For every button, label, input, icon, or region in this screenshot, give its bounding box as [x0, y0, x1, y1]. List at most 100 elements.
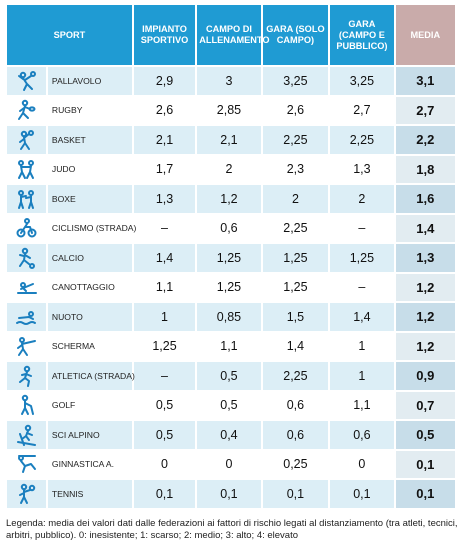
swimmer-icon: [15, 306, 37, 328]
value-media: 0,7: [395, 391, 455, 419]
sport-icon-cell: [7, 155, 46, 183]
value-impianto: –: [133, 214, 196, 242]
value-gara-pubblico: –: [330, 273, 394, 301]
header-gara-solo: GARA (SOLO CAMPO): [262, 5, 329, 65]
sport-name: RUGBY: [47, 96, 132, 124]
sport-icon-cell: [7, 126, 46, 154]
value-gara-pubblico: –: [330, 214, 394, 242]
value-media: 0,9: [395, 362, 455, 390]
value-gara-pubblico: 1,4: [330, 303, 394, 331]
sport-name: GINNASTICA A.: [47, 450, 132, 478]
table-row: PALLAVOLO 2,9 3 3,25 3,25 3,1: [7, 67, 455, 95]
value-gara-solo: 2: [262, 185, 329, 213]
value-campo: 0,6: [197, 214, 261, 242]
value-gara-pubblico: 1,1: [330, 391, 394, 419]
value-campo: 2,1: [197, 126, 261, 154]
value-media: 0,1: [395, 450, 455, 478]
sport-name: BASKET: [47, 126, 132, 154]
sport-name: CICLISMO (strada): [47, 214, 136, 242]
value-impianto: 1,1: [133, 273, 196, 301]
value-gara-pubblico: 1: [330, 332, 394, 360]
table-row: SCHERMA 1,25 1,1 1,4 1 1,2: [7, 332, 455, 360]
value-campo: 0,5: [197, 391, 261, 419]
sport-icon-cell: [7, 450, 46, 478]
sport-name: BOXE: [47, 185, 132, 213]
header-gara-pubblico: GARA (CAMPO E PUBBLICO): [330, 5, 394, 65]
value-impianto: 2,9: [133, 67, 196, 95]
sport-name: CALCIO: [47, 244, 132, 272]
value-impianto: 0: [133, 450, 196, 478]
gymnast-icon: [15, 453, 37, 475]
sport-icon-cell: [7, 96, 46, 124]
value-gara-solo: 2,3: [262, 155, 329, 183]
value-impianto: –: [133, 362, 196, 390]
value-campo: 0,1: [197, 480, 261, 508]
sport-name: GOLF: [47, 391, 132, 419]
value-campo: 1,25: [197, 273, 261, 301]
risk-table-container: SPORT IMPIANTO SPORTIVO CAMPO DI ALLENAM…: [5, 3, 457, 510]
table-row: SCI ALPINO 0,5 0,4 0,6 0,6 0,5: [7, 421, 455, 449]
sport-icon-cell: [7, 421, 46, 449]
value-gara-pubblico: 1: [330, 362, 394, 390]
value-gara-pubblico: 2,7: [330, 96, 394, 124]
sport-icon-cell: [7, 362, 46, 390]
value-media: 1,6: [395, 185, 455, 213]
rugby-player-icon: [15, 99, 37, 121]
table-row: JUDO 1,7 2 2,3 1,3 1,8: [7, 155, 455, 183]
table-row: GINNASTICA A. 0 0 0,25 0 0,1: [7, 450, 455, 478]
sport-icon-cell: [7, 303, 46, 331]
table-row: BOXE 1,3 1,2 2 2 1,6: [7, 185, 455, 213]
value-gara-pubblico: 0: [330, 450, 394, 478]
value-campo: 1,2: [197, 185, 261, 213]
sport-name: CANOTTAGGIO: [47, 273, 132, 301]
sport-icon-cell: [7, 391, 46, 419]
value-gara-solo: 2,25: [262, 362, 329, 390]
header-row: SPORT IMPIANTO SPORTIVO CAMPO DI ALLENAM…: [7, 5, 455, 65]
value-gara-pubblico: 1,3: [330, 155, 394, 183]
value-media: 1,8: [395, 155, 455, 183]
value-gara-solo: 0,1: [262, 480, 329, 508]
value-gara-solo: 1,4: [262, 332, 329, 360]
value-campo: 2: [197, 155, 261, 183]
value-impianto: 0,1: [133, 480, 196, 508]
value-impianto: 1: [133, 303, 196, 331]
rowing-icon: [15, 276, 38, 298]
value-impianto: 2,1: [133, 126, 196, 154]
value-gara-pubblico: 0,1: [330, 480, 394, 508]
value-gara-solo: 0,6: [262, 391, 329, 419]
sport-name: TENNIS: [47, 480, 132, 508]
value-gara-pubblico: 2,25: [330, 126, 394, 154]
value-campo: 2,85: [197, 96, 261, 124]
judo-icon: [15, 158, 37, 180]
sport-icon-cell: [7, 480, 46, 508]
sport-name: ATLETICA (strada): [47, 362, 135, 390]
value-impianto: 1,25: [133, 332, 196, 360]
sport-name: SCHERMA: [47, 332, 132, 360]
value-gara-pubblico: 3,25: [330, 67, 394, 95]
sport-name: NUOTO: [47, 303, 132, 331]
volleyball-player-icon: [15, 70, 37, 92]
value-campo: 1,25: [197, 244, 261, 272]
table-row: NUOTO 1 0,85 1,5 1,4 1,2: [7, 303, 455, 331]
value-gara-solo: 1,25: [262, 273, 329, 301]
sport-icon-cell: [7, 67, 46, 95]
fencer-icon: [15, 335, 37, 357]
value-impianto: 1,7: [133, 155, 196, 183]
table-row: ATLETICA (strada) –0,5 2,25 1 0,9: [7, 362, 455, 390]
sport-icon-cell: [7, 185, 46, 213]
header-campo: CAMPO DI ALLENAMENTO: [197, 5, 269, 65]
sport-name: SCI ALPINO: [47, 421, 132, 449]
sport-name: JUDO: [47, 155, 132, 183]
header-sport: SPORT: [7, 5, 132, 65]
table-row: CALCIO 1,4 1,25 1,25 1,25 1,3: [7, 244, 455, 272]
value-media: 1,2: [395, 332, 455, 360]
table-row: CICLISMO (strada) –0,6 2,25–1,4: [7, 214, 455, 242]
value-impianto: 2,6: [133, 96, 196, 124]
value-media: 2,2: [395, 126, 455, 154]
value-campo: 3: [197, 67, 261, 95]
table-row: TENNIS 0,1 0,1 0,1 0,1 0,1: [7, 480, 455, 508]
value-gara-solo: 1,25: [262, 244, 329, 272]
boxing-icon: [15, 188, 37, 210]
value-media: 0,5: [395, 421, 455, 449]
tennis-player-icon: [15, 483, 37, 505]
